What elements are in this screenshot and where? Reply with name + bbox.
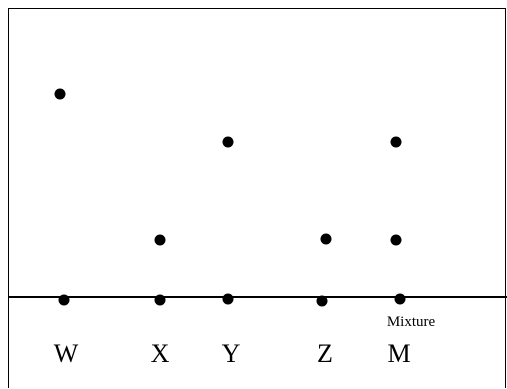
plate-border (8, 8, 506, 388)
spot-y-origin (222, 293, 234, 305)
spot-x-origin (154, 294, 166, 306)
mixture-note: Mixture (386, 314, 436, 330)
origin-line (8, 296, 507, 298)
lane-label-m: M (387, 339, 411, 368)
spot-w-high (54, 88, 66, 100)
spot-m-origin (394, 293, 406, 305)
spot-w-origin (58, 294, 70, 306)
spot-m-low (390, 234, 402, 246)
spot-m-middle (390, 136, 402, 148)
spot-y-middle (222, 136, 234, 148)
lane-label-x: X (150, 339, 170, 368)
lane-label-z: Z (317, 339, 333, 368)
spot-x-low (154, 234, 166, 246)
lane-label-w: W (53, 339, 79, 368)
spot-z-low (320, 233, 332, 245)
lane-label-y: Y (221, 339, 241, 368)
spot-z-origin (316, 295, 328, 307)
